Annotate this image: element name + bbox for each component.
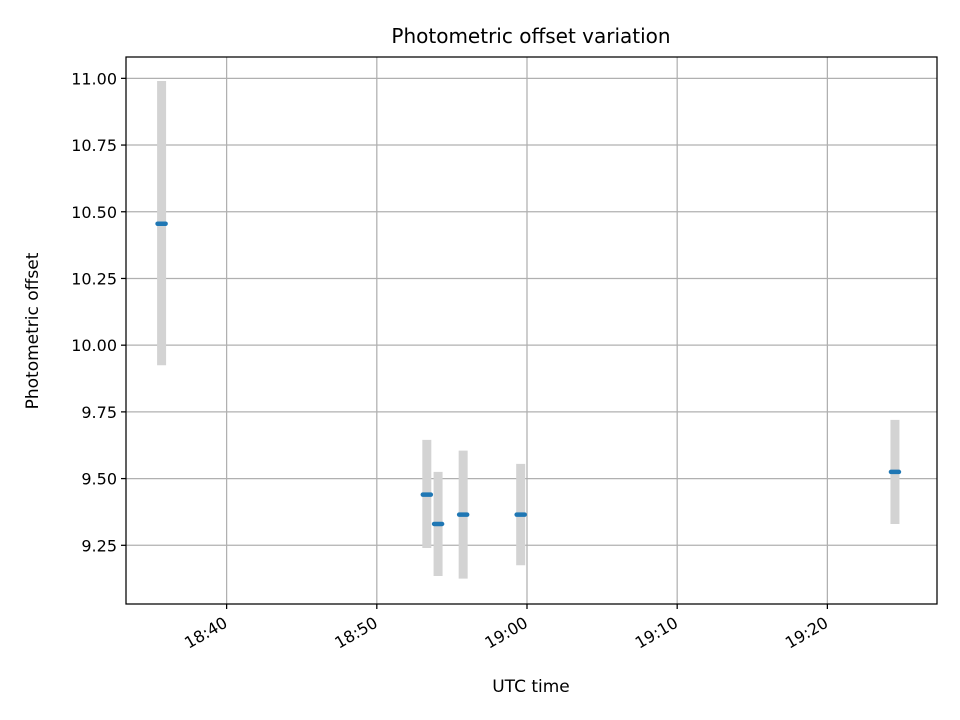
y-axis-ticks: 9.25 9.50 9.75 10.00 10.25 10.50 10.75 11.00 xyxy=(71,69,126,555)
x-tick-label: 19:10 xyxy=(632,613,681,653)
error-bars xyxy=(157,81,900,579)
grid xyxy=(126,57,937,604)
y-tick-label: 10.50 xyxy=(71,203,117,222)
x-tick-label: 19:20 xyxy=(782,613,831,653)
x-tick-label: 19:00 xyxy=(482,613,531,653)
x-axis-label: UTC time xyxy=(492,677,570,697)
y-tick-label: 10.75 xyxy=(71,136,117,155)
y-tick-label: 9.50 xyxy=(81,470,117,489)
data-markers xyxy=(155,221,902,527)
y-tick-label: 10.25 xyxy=(71,269,117,288)
x-axis-ticks: 18:40 18:50 19:00 19:10 19:20 xyxy=(181,604,831,653)
plot-frame xyxy=(125,56,938,605)
y-tick-label: 10.00 xyxy=(71,336,117,355)
y-tick-label: 11.00 xyxy=(71,69,117,88)
y-axis-label: Photometric offset xyxy=(23,252,43,409)
x-tick-label: 18:40 xyxy=(181,613,230,653)
y-tick-label: 9.25 xyxy=(81,536,117,555)
y-tick-label: 9.75 xyxy=(81,403,117,422)
x-tick-label: 18:50 xyxy=(331,613,380,653)
chart-title: Photometric offset variation xyxy=(391,24,670,48)
